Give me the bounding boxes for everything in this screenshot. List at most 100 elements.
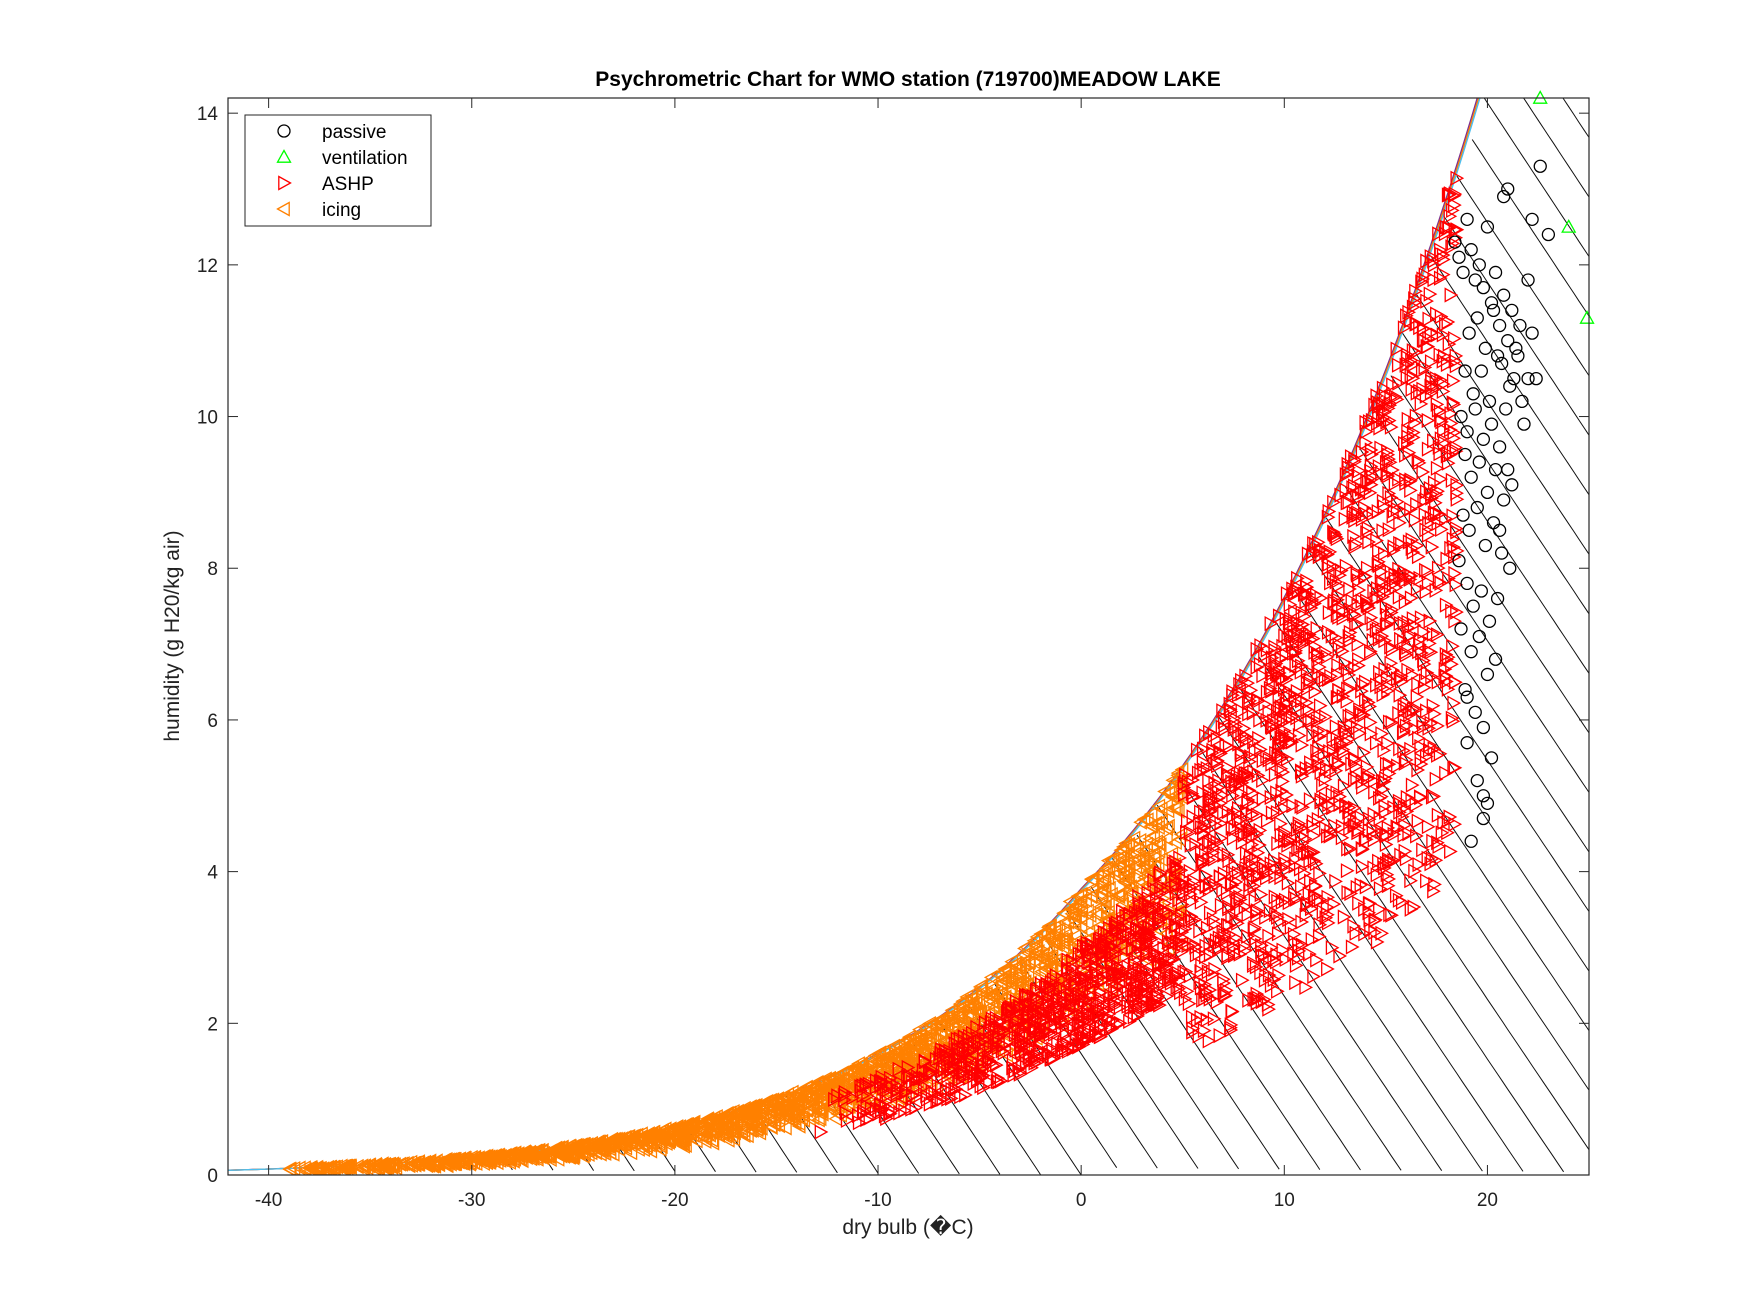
icing-marker [550, 1146, 565, 1162]
ashp-marker [1404, 627, 1418, 643]
y-tick-label: 0 [207, 1166, 218, 1187]
ashp-marker [1200, 987, 1215, 1003]
enthalpy-line [1375, 412, 1589, 734]
ashp-marker [1253, 822, 1268, 839]
ashp-marker [1436, 247, 1451, 263]
ashp-marker [1358, 500, 1372, 516]
y-tick-label: 12 [197, 256, 218, 277]
ashp-marker [1419, 522, 1434, 538]
ashp-marker [1396, 567, 1411, 584]
ashp-marker [1162, 906, 1176, 922]
ashp-marker [1219, 988, 1233, 1004]
ashp-marker [1181, 937, 1196, 954]
icing-marker [1113, 854, 1127, 871]
ashp-marker [1341, 681, 1355, 697]
icing-marker [813, 1090, 827, 1106]
ashp-marker [1304, 600, 1319, 616]
ashp-marker [1112, 967, 1127, 983]
ashp-marker [1131, 1006, 1146, 1022]
ashp-marker [1089, 972, 1104, 988]
ashp-marker [1364, 458, 1379, 475]
ashp-marker [1284, 919, 1299, 935]
ashp-marker [1278, 800, 1292, 817]
ashp-marker [1327, 524, 1341, 540]
ashp-marker [1412, 455, 1427, 471]
ashp-marker [1305, 592, 1320, 608]
ashp-marker [1128, 952, 1143, 969]
ashp-marker [1359, 879, 1374, 895]
passive-marker [1541, 227, 1556, 242]
ashp-marker [1303, 946, 1317, 962]
icing-marker [1012, 974, 1026, 991]
ashp-marker [1419, 748, 1434, 765]
ashp-marker [1402, 826, 1417, 842]
ashp-marker [1444, 540, 1458, 557]
ashp-marker [1379, 756, 1394, 772]
ashp-marker [1107, 966, 1122, 982]
ashp-marker [1290, 710, 1305, 726]
icing-marker [1124, 886, 1139, 902]
ashp-marker [1281, 875, 1296, 891]
ashp-marker [1431, 560, 1446, 576]
ashp-marker [1287, 586, 1302, 603]
ashp-marker [1212, 930, 1227, 946]
ashp-marker [1255, 948, 1270, 964]
ashp-marker [1376, 773, 1390, 789]
ashp-marker [1347, 772, 1362, 788]
ashp-marker [1226, 935, 1241, 951]
ashp-marker [1352, 651, 1366, 668]
ashp-marker [970, 1065, 985, 1081]
ashp-marker [1267, 952, 1282, 968]
passive-marker [1468, 273, 1482, 287]
ashp-marker [1434, 471, 1449, 487]
ashp-marker [1075, 1010, 1090, 1026]
ashp-marker [1410, 701, 1424, 718]
ashp-marker [1339, 467, 1354, 483]
icing-marker [562, 1138, 577, 1154]
ashp-marker [1412, 730, 1426, 746]
ashp-marker [1342, 628, 1357, 645]
ashp-marker [1392, 471, 1406, 487]
ashp-marker [1207, 851, 1222, 867]
icing-marker [1161, 784, 1176, 800]
ashp-marker [1169, 879, 1184, 895]
icing-marker [820, 1084, 834, 1100]
ashp-marker [1012, 1061, 1027, 1077]
icing-marker [745, 1103, 760, 1119]
ashp-marker [1276, 942, 1291, 958]
ashp-marker [1243, 882, 1257, 898]
icing-marker [1065, 902, 1079, 918]
ashp-marker [1234, 820, 1249, 836]
passive-marker [1476, 720, 1491, 735]
ashp-marker [1435, 521, 1449, 538]
ashp-marker [1055, 972, 1070, 988]
ashp-marker [1445, 472, 1460, 489]
ashp-marker [1422, 311, 1437, 327]
ashp-marker [1355, 858, 1370, 875]
passive-marker [1492, 523, 1507, 537]
ashp-marker [1222, 739, 1237, 755]
ashp-marker [1359, 424, 1374, 440]
ashp-marker [1361, 598, 1375, 614]
ashp-marker [839, 1105, 854, 1121]
ashp-marker [883, 1078, 898, 1095]
ashp-marker [1096, 941, 1111, 957]
ashp-marker [1362, 600, 1377, 616]
ashp-marker [1287, 627, 1302, 644]
ashp-marker [1072, 1039, 1086, 1055]
icing-marker [995, 969, 1010, 986]
ashp-marker [1423, 286, 1438, 302]
ashp-marker [898, 1103, 913, 1119]
ashp-marker [939, 1046, 954, 1063]
passive-marker [1525, 326, 1539, 340]
ashp-marker [1410, 581, 1425, 597]
passive-marker [1466, 599, 1480, 613]
ashp-marker [1414, 396, 1429, 412]
ashp-marker [1009, 1042, 1024, 1058]
ashp-marker [1234, 785, 1249, 802]
ashp-marker [1286, 581, 1300, 597]
ashp-marker [1186, 809, 1201, 825]
ashp-marker [1424, 715, 1439, 731]
ashp-marker [1295, 764, 1309, 780]
ashp-marker [1443, 208, 1458, 224]
